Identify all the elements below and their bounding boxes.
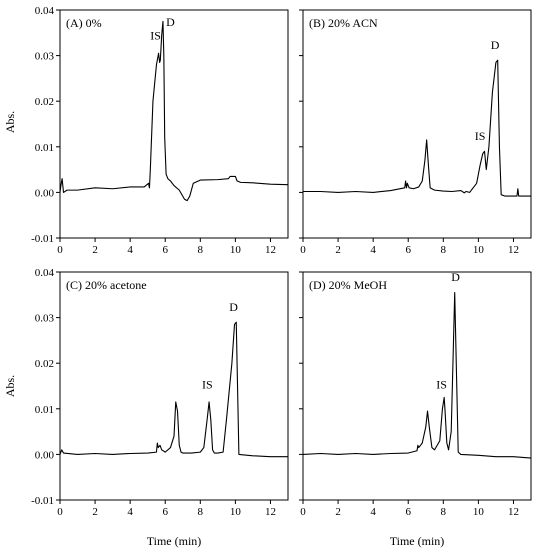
panel-title: (D) 20% MeOH — [309, 278, 387, 292]
x-tick-label: 8 — [198, 506, 204, 518]
y-tick-label: 0.04 — [35, 267, 55, 279]
x-tick-label: 6 — [405, 506, 411, 518]
x-tick-label: 0 — [57, 506, 63, 518]
x-tick-label: 12 — [508, 506, 519, 518]
peak-label: IS — [475, 129, 486, 143]
y-tick-label: 0.01 — [35, 404, 54, 416]
peak-label: IS — [436, 377, 447, 391]
panel-title: (C) 20% acetone — [66, 278, 147, 292]
x-tick-label: 6 — [405, 244, 411, 256]
x-tick-label: 0 — [57, 244, 63, 256]
y-tick-label: 0.03 — [35, 51, 55, 63]
x-tick-label: 12 — [508, 244, 519, 256]
panel-b: 0 2 4 6 8 10 12 (B) 20% ACN IS D — [299, 9, 532, 256]
y-tick-label: 0.02 — [35, 358, 54, 370]
peak-label: IS — [150, 29, 161, 43]
x-tick-label: 10 — [473, 244, 485, 256]
x-tick-label: 12 — [265, 244, 276, 256]
x-tick-label: 8 — [441, 244, 447, 256]
x-tick-label: 4 — [127, 506, 133, 518]
x-tick-label: 10 — [230, 244, 242, 256]
x-tick-label: 4 — [370, 506, 376, 518]
chromatogram-line — [59, 321, 288, 458]
peak-label: D — [491, 38, 500, 52]
x-tick-label: 2 — [335, 244, 341, 256]
x-tick-label: 6 — [162, 506, 168, 518]
y-tick-label: 0.00 — [35, 449, 55, 461]
x-tick-label: 2 — [92, 244, 98, 256]
plot-frame — [59, 9, 289, 239]
plot-frame — [302, 9, 532, 239]
peak-label: D — [229, 300, 238, 314]
chromatogram-line — [302, 291, 532, 459]
panel-title: (A) 0% — [66, 16, 102, 30]
x-tick-label: 6 — [162, 244, 168, 256]
x-tick-label: 0 — [300, 506, 306, 518]
panel-title: (B) 20% ACN — [309, 16, 378, 30]
panel-a: 0 2 4 6 8 10 12 -0.01 0.00 0.01 0.02 0.03 0.04 (A) 0%… — [31, 5, 289, 256]
x-tick-label: 0 — [300, 244, 306, 256]
x-tick-label: 12 — [265, 506, 276, 518]
x-tick-label: 10 — [230, 506, 242, 518]
plot-frame — [59, 271, 289, 501]
x-axis-label-left: Time (min) — [147, 534, 202, 548]
y-tick-label: 0.01 — [35, 142, 54, 154]
y-axis-label-bottom: Abs. — [3, 375, 17, 397]
y-tick-label: 0.00 — [35, 187, 55, 199]
x-tick-label: 8 — [441, 506, 447, 518]
x-tick-label: 4 — [127, 244, 133, 256]
y-tick-label: -0.01 — [31, 495, 54, 507]
x-axis-label-right: Time (min) — [390, 534, 445, 548]
chromatogram-line — [303, 59, 531, 197]
y-tick-label: -0.01 — [31, 233, 54, 245]
y-axis-label-top: Abs. — [3, 111, 17, 133]
x-tick-label: 2 — [335, 506, 341, 518]
x-tick-label: 2 — [92, 506, 98, 518]
panel-d: 0 2 4 6 8 10 12 (D) 20% MeOH IS D — [299, 270, 532, 518]
y-tick-label: 0.03 — [35, 313, 55, 325]
panel-c: 0 2 4 6 8 10 12 -0.01 0.00 0.01 0.02 0.03 0.04 (C) 20… — [31, 267, 289, 518]
peak-label: IS — [202, 377, 213, 391]
peak-label: D — [451, 270, 460, 284]
x-tick-label: 10 — [473, 506, 485, 518]
plot-frame — [302, 271, 532, 501]
x-tick-label: 8 — [198, 244, 204, 256]
y-tick-label: 0.04 — [35, 5, 55, 17]
x-tick-label: 4 — [370, 244, 376, 256]
y-tick-label: 0.02 — [35, 96, 54, 108]
peak-label: D — [166, 15, 175, 29]
chromatogram-line — [59, 20, 289, 202]
